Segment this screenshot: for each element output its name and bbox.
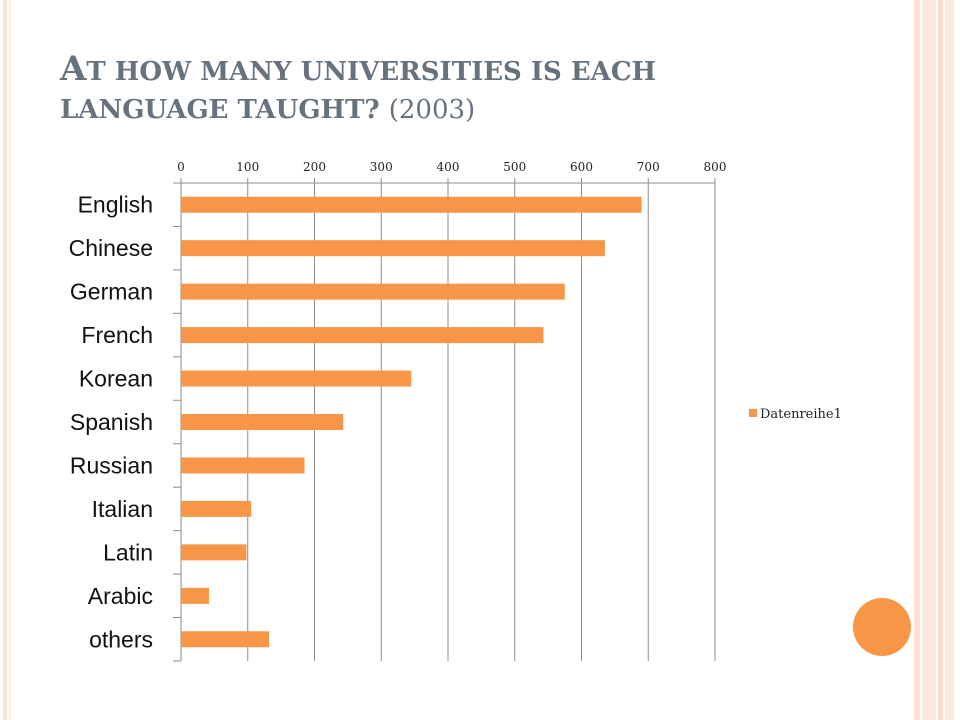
title-line-2: LANGUAGE TAUGHT? (2003) [60,91,860,129]
bar-latin [181,544,247,561]
tick-label-200: 200 [303,160,326,174]
tick-label-0: 0 [177,160,185,174]
legend-swatch [749,409,757,417]
bar-italian [181,500,252,517]
tick-label-700: 700 [637,160,660,174]
title-year: (2003) [388,95,476,125]
category-label-italian: Italian [92,496,153,522]
bar-chinese [181,240,605,257]
right-border-stripe-b [922,0,936,720]
bar-english [181,196,642,213]
category-label-german: German [70,279,153,305]
slide-title: AT HOW MANY UNIVERSITIES IS EACH LANGUAG… [60,50,860,129]
title-line-1-rest: T HOW MANY UNIVERSITIES IS EACH [86,57,657,87]
bar-arabic [181,587,210,604]
tick-label-500: 500 [503,160,526,174]
category-labels: English Chinese German French Korean Spanish R… [69,192,153,653]
tick-label-400: 400 [437,160,460,174]
category-label-latin: Latin [103,539,153,565]
title-line-1: AT HOW MANY UNIVERSITIES IS EACH [60,50,860,91]
legend-label: Datenreihe1 [760,407,842,422]
category-label-spanish: Spanish [70,409,153,435]
bars [181,196,642,648]
bar-korean [181,370,412,387]
bar-french [181,327,544,344]
title-initial: A [60,49,87,89]
category-label-others: others [89,626,153,652]
decorative-circle [853,598,911,656]
x-axis-ticks: 0 100 200 300 400 500 600 700 800 [177,160,726,183]
category-label-chinese: Chinese [69,235,153,261]
tick-label-600: 600 [570,160,593,174]
gridlines [173,182,716,662]
right-border-stripe-a [914,0,920,720]
tick-label-800: 800 [704,160,727,174]
tick-label-100: 100 [236,160,259,174]
bar-others [181,631,270,648]
bar-spanish [181,414,344,430]
category-label-arabic: Arabic [88,583,153,609]
bar-russian [181,457,305,474]
category-label-korean: Korean [79,366,153,392]
bar-german [181,283,565,300]
category-label-russian: Russian [70,452,153,478]
right-border-stripe-c [938,0,943,720]
category-label-english: English [78,192,153,218]
left-border-stripe [3,0,7,720]
title-line-2-text: LANGUAGE TAUGHT? [60,95,380,125]
left-border-stripe-inner [9,0,11,720]
category-label-french: French [81,322,153,348]
legend: Datenreihe1 [749,407,842,422]
tick-label-300: 300 [370,160,393,174]
right-border-stripe-d [945,0,954,720]
